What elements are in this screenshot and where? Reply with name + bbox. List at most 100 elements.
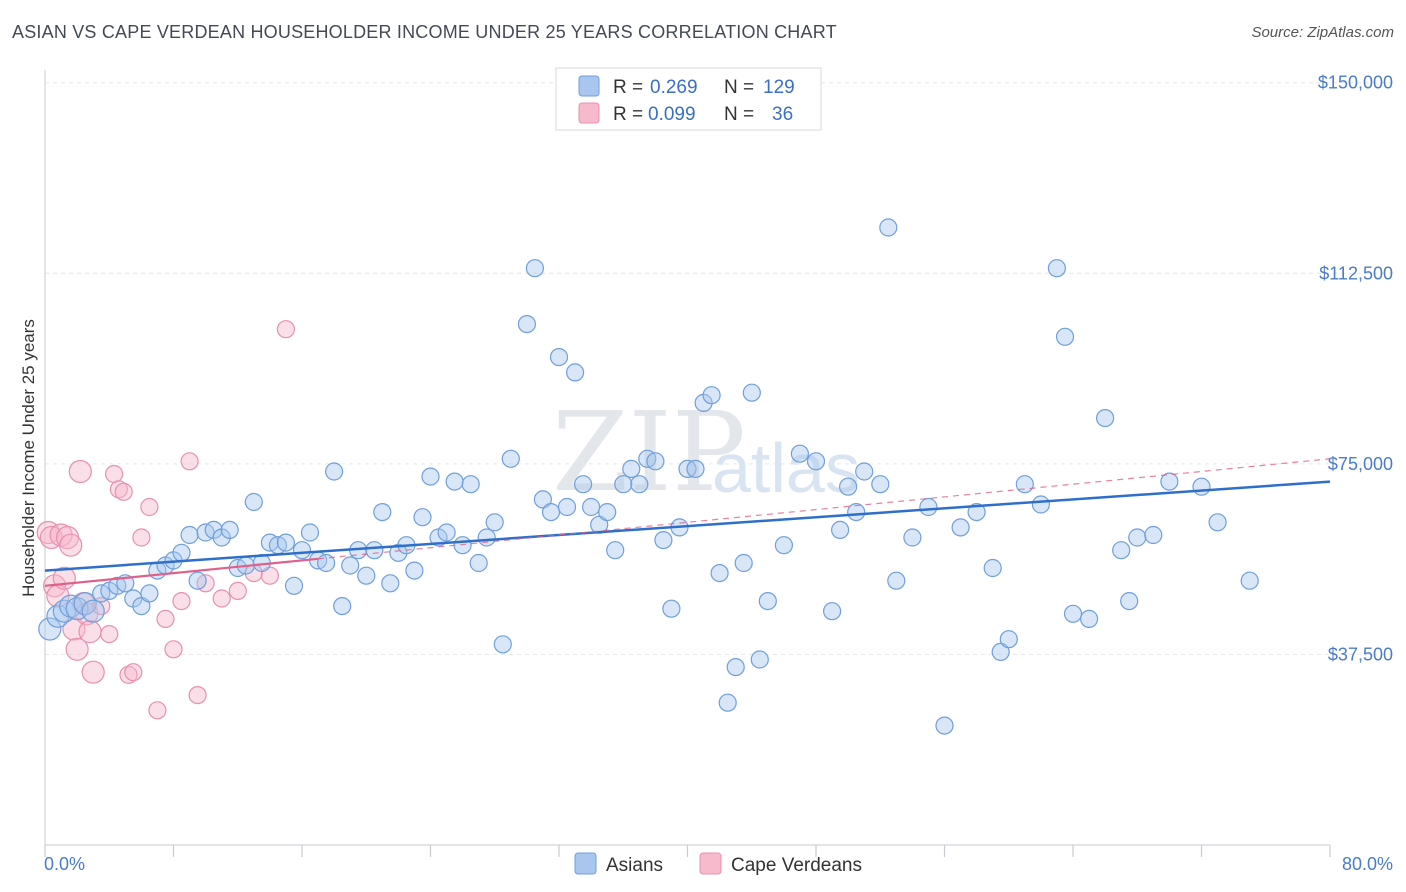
asian-point-114 [1079, 609, 1099, 629]
asian-point-82 [702, 386, 721, 405]
asian-point-13 [140, 584, 159, 603]
asian-point-87 [742, 383, 761, 402]
asian-point-32 [292, 541, 312, 560]
asian-point-62 [541, 502, 561, 522]
asian-point-63 [549, 348, 569, 367]
asian-point-110 [1031, 495, 1051, 514]
stats-legend-box [555, 67, 822, 131]
asian-point-75 [646, 452, 665, 471]
cape-trend-line-dashed [318, 458, 1331, 560]
asian-point-6 [81, 599, 105, 623]
asian-point-50 [437, 523, 456, 542]
cape-verdean-point-9 [65, 637, 89, 661]
asian-point-73 [630, 475, 649, 494]
asian-point-111 [1047, 259, 1067, 278]
cape-verdean-point-32 [228, 581, 247, 601]
asian-point-97 [855, 462, 874, 481]
asian-point-19 [188, 571, 207, 590]
asian-trend-line [44, 480, 1331, 572]
y-tick-label-2: $112,500 [1319, 263, 1393, 283]
asian-point-98 [871, 475, 890, 494]
asian-point-103 [935, 716, 954, 735]
asian-point-92 [806, 452, 826, 471]
x-tick-label-max: 80.0% [1342, 854, 1393, 874]
cape-verdean-point-34 [260, 566, 279, 585]
cape-verdean-point-23 [140, 497, 159, 517]
cape-trend-line-solid [44, 557, 319, 587]
asian-point-55 [477, 528, 496, 547]
asian-point-106 [983, 558, 1002, 578]
asian-point-53 [461, 475, 480, 494]
asian-point-76 [654, 530, 673, 550]
y-tick-labels: $37,500 $75,000 $112,500 $150,000 [1318, 73, 1393, 665]
asian-point-72 [622, 459, 641, 478]
asian-point-86 [734, 553, 753, 573]
cape-verdean-point-24 [148, 701, 167, 720]
asian-point-90 [774, 536, 794, 555]
y-tick-label-3: $150,000 [1318, 73, 1393, 93]
asian-point-51 [445, 472, 464, 491]
asian-point-60 [525, 259, 545, 278]
cape-verdean-point-10 [68, 459, 92, 484]
asian-point-107 [991, 642, 1010, 662]
asian-point-99 [879, 218, 898, 237]
bottom-legend: Asians Cape Verdeans [574, 852, 862, 876]
bottom-legend-cape-swatch [699, 852, 722, 875]
asian-point-33 [300, 523, 320, 542]
asian-point-85 [726, 657, 745, 677]
watermark-zip: ZIP [552, 388, 746, 516]
asian-point-120 [1160, 472, 1179, 491]
asian-point-56 [485, 513, 504, 532]
cape-verdean-point-16 [100, 624, 119, 644]
bottom-legend-cape-label: Cape Verdeans [731, 855, 862, 876]
legend-asian-r-value: 0.269 [650, 77, 698, 98]
bottom-legend-asian-swatch [574, 852, 597, 875]
asian-point-43 [381, 574, 400, 593]
asian-point-108 [999, 630, 1018, 649]
legend-asian-r-label: R = [613, 77, 643, 98]
cape-verdean-point-15 [92, 596, 111, 616]
asian-point-94 [830, 520, 850, 540]
asian-point-113 [1063, 604, 1083, 623]
legend-cape-r-value: 0.099 [648, 104, 696, 125]
asian-point-54 [469, 553, 488, 573]
asian-point-105 [967, 502, 986, 522]
asian-point-101 [903, 528, 922, 547]
asian-point-118 [1128, 528, 1147, 547]
asian-point-46 [405, 561, 424, 580]
asian-point-70 [606, 541, 625, 560]
asian-point-96 [847, 502, 866, 522]
asian-point-83 [710, 563, 729, 583]
cape-verdean-point-25 [156, 609, 175, 629]
asian-point-89 [758, 591, 777, 611]
trend-lines [44, 458, 1331, 587]
legend-cape-r-label: R = [613, 104, 643, 125]
asian-point-109 [1015, 475, 1034, 494]
asian-point-115 [1095, 409, 1115, 428]
legend-cape-swatch [578, 102, 600, 124]
stats-legend: R = 0.269 N = 129 R = 0.099 N = 36 [555, 67, 822, 131]
legend-asian-n-value: 129 [763, 77, 795, 98]
watermark: ZIP atlas [552, 388, 860, 516]
cape-verdean-point-13 [78, 619, 102, 644]
cape-verdean-point-28 [180, 452, 199, 471]
asian-point-64 [557, 497, 577, 517]
cape-verdean-point-18 [109, 480, 129, 499]
x-tick-label-min: 0.0% [44, 854, 85, 874]
legend-asian-n-label: N = [724, 77, 754, 98]
asian-point-37 [333, 596, 352, 616]
asian-point-40 [357, 566, 376, 585]
asian-point-116 [1112, 541, 1131, 560]
asian-point-17 [172, 543, 191, 562]
cape-verdean-point-31 [212, 589, 231, 608]
asian-point-18 [180, 525, 199, 545]
asian-point-57 [493, 635, 512, 654]
asian-point-58 [501, 449, 520, 468]
asian-point-42 [373, 502, 392, 522]
asian-point-67 [581, 497, 601, 517]
asian-point-52 [453, 536, 472, 555]
asian-point-31 [284, 576, 304, 595]
y-tick-label-0: $37,500 [1328, 644, 1393, 664]
asian-point-95 [838, 477, 858, 496]
